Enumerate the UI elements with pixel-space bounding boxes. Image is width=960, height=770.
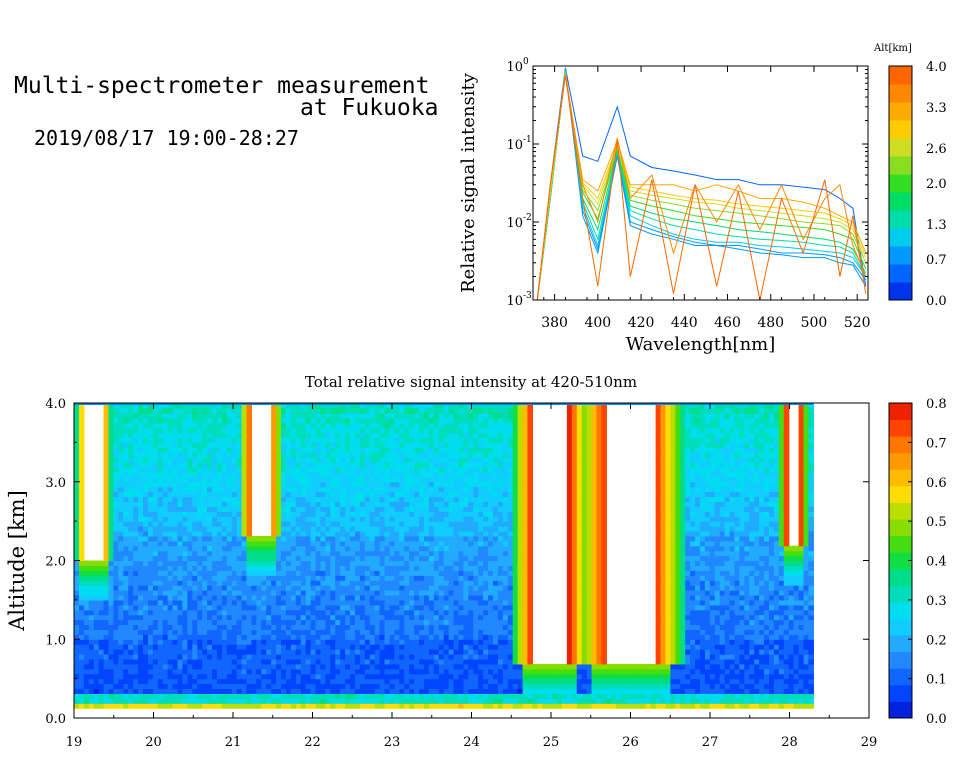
spectrum-series-line [536, 68, 867, 300]
alt-colorbar-tick-label: 3.3 [926, 101, 947, 116]
alt-colorbar-tick-label: 2.6 [926, 142, 947, 157]
spectrum-x-tick-label: 480 [757, 315, 784, 331]
alt-colorbar-tick-label: 0.0 [926, 294, 947, 309]
spectrum-series-line [536, 75, 867, 300]
alt-colorbar-segment [889, 228, 912, 247]
spectrum-series-line [536, 70, 867, 300]
alt-colorbar-title: Alt[km] [873, 43, 912, 54]
spectrum-series-line [536, 71, 867, 300]
alt-colorbar-tick-label: 4.0 [926, 60, 947, 75]
spectrum-y-axis-label: Relative signal intensity [458, 72, 479, 293]
spectrum-x-tick-label: 380 [541, 315, 568, 331]
alt-colorbar-segment [889, 120, 912, 139]
alt-colorbar-segment [889, 156, 912, 175]
alt-colorbar-segment [889, 210, 912, 229]
spectrum-y-tick-exponent: -3 [523, 291, 532, 301]
alt-colorbar-segment [889, 138, 912, 157]
spectrum-x-tick-label: 460 [714, 315, 741, 331]
spectrum-y-tick-label: 10 [506, 60, 523, 75]
spectrum-y-tick-label: 10 [506, 216, 523, 231]
spectrum-series-line [536, 73, 867, 300]
alt-colorbar-tick-label: 2.0 [926, 177, 947, 192]
alt-colorbar-segment [889, 264, 912, 283]
alt-colorbar-segment [889, 246, 912, 265]
spectrum-series-line [536, 71, 867, 300]
spectrum-y-tick-label: 10 [506, 294, 523, 309]
alt-colorbar-tick-label: 0.7 [926, 253, 947, 268]
spectrum-y-tick-exponent: -2 [523, 213, 532, 223]
spectrum-series-line [536, 69, 867, 300]
alt-colorbar-segment [889, 102, 912, 121]
spectrum-x-tick-label: 500 [801, 315, 828, 331]
spectrum-y-tick-label: 10 [506, 138, 523, 153]
spectrum-x-tick-label: 420 [628, 315, 655, 331]
alt-colorbar-segment [889, 192, 912, 211]
spectrum-series-line [536, 67, 867, 300]
alt-colorbar-segment [889, 282, 912, 301]
spectrum-x-tick-label: 440 [671, 315, 698, 331]
alt-colorbar-segment [889, 66, 912, 85]
spectrum-x-tick-label: 520 [844, 315, 871, 331]
spectrum-x-tick-label: 400 [584, 315, 611, 331]
spectrum-x-axis-label: Wavelength[nm] [626, 334, 776, 355]
spectrum-y-tick-exponent: 0 [523, 57, 529, 67]
alt-colorbar-segment [889, 84, 912, 103]
alt-colorbar-tick-label: 1.3 [926, 218, 947, 233]
alt-colorbar-segment [889, 174, 912, 193]
spectrum-y-tick-exponent: -1 [523, 135, 532, 145]
spectrum-series-line [536, 71, 867, 300]
